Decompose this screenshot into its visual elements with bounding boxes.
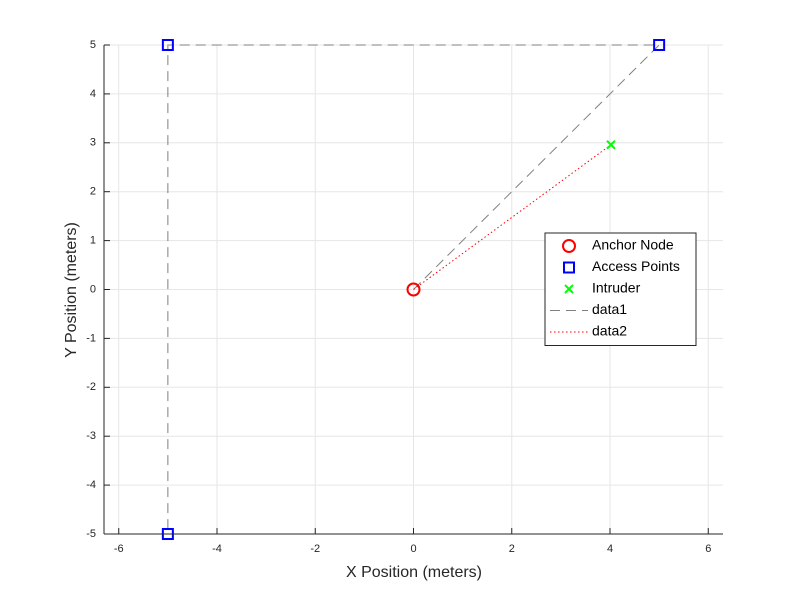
legend-label: Anchor Node [592, 237, 674, 253]
y-tick-label: 4 [90, 88, 96, 100]
series-line [413, 144, 612, 290]
marker [406, 282, 421, 297]
marker [606, 140, 616, 150]
legend-marker [564, 284, 574, 294]
y-tick-label: -1 [86, 332, 96, 344]
legend-label: data2 [592, 323, 627, 339]
y-tick-label: 3 [90, 137, 96, 149]
x-tick-label: -6 [114, 543, 124, 555]
y-tick-label: -4 [86, 479, 96, 491]
legend: Anchor Node Access Points Intruder data1 dat… [544, 232, 697, 346]
y-axis-label: Y Position (meters) [63, 222, 80, 358]
x-tick-label: 4 [607, 543, 613, 555]
y-tick-label: -3 [86, 430, 96, 442]
y-tick-label: -2 [86, 381, 96, 393]
x-axis-label: X Position (meters) [346, 564, 482, 581]
x-tick-label: 2 [509, 543, 515, 555]
legend-label: data1 [592, 301, 627, 317]
y-tick-label: 2 [90, 186, 96, 198]
legend-label: Intruder [592, 280, 641, 296]
x-tick-label: -4 [212, 543, 222, 555]
y-tick-label: 0 [90, 283, 96, 295]
y-tick-label: -5 [86, 528, 96, 540]
marker [653, 39, 666, 51]
legend-marker [562, 239, 576, 253]
axes: -6 -4 -2 0 2 4 6 -5 -4 -3 -2 -1 0 1 2 3 4 5 [86, 39, 723, 555]
x-tick-label: -2 [310, 543, 320, 555]
series-line [167, 44, 661, 534]
y-tick-label: 5 [90, 39, 96, 51]
x-tick-label: 0 [410, 543, 416, 555]
legend-label: Access Points [592, 258, 680, 274]
x-tick-label: 6 [705, 543, 711, 555]
marker [161, 39, 174, 51]
legend-marker [563, 261, 575, 274]
y-tick-label: 1 [90, 235, 96, 247]
